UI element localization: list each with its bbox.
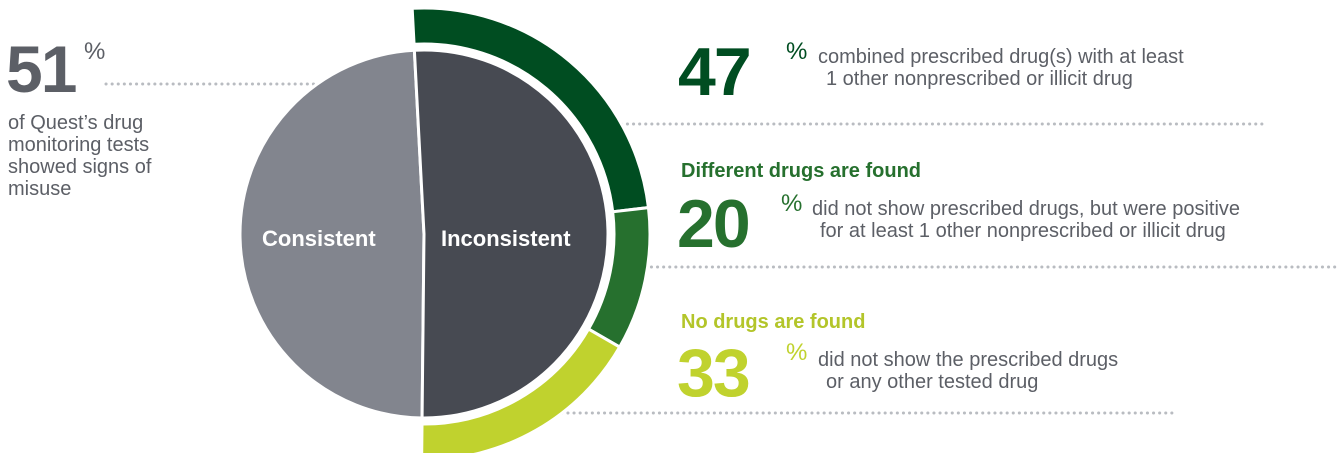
left-stat-line: misuse [8,178,72,200]
stat-unit: % [786,38,808,65]
stat-value: 47 [678,34,752,110]
stat-value: 20 [677,186,751,262]
slice-label-consistent: Consistent [262,226,376,251]
stat-line: or any other tested drug [826,371,1039,393]
left-stat-line: of Quest’s drug [8,112,144,134]
stat-text: did not show the prescribed drugs or any… [818,349,1318,393]
stat-heading: Different drugs are found [681,160,922,182]
left-stat-unit: % [84,38,106,65]
stat-line: did not show prescribed drugs, but were … [812,198,1241,220]
stat-line: for at least 1 other nonprescribed or il… [820,220,1226,242]
ring-segment-33 [420,326,622,453]
inner-pie [238,48,610,420]
stat-unit: % [786,339,808,366]
stat-line: 1 other nonprescribed or illicit drug [826,68,1133,90]
left-stat-text: of Quest’s drug monitoring tests showed … [8,112,208,200]
outer-ring [410,6,652,453]
left-stat-line: monitoring tests [8,134,150,156]
stat-line: combined prescribed drug(s) with at leas… [818,46,1184,68]
slice-label-inconsistent: Inconsistent [441,226,571,251]
stat-text: combined prescribed drug(s) with at leas… [818,46,1338,90]
left-stat-value: 51 [6,32,77,106]
stat-line: did not show the prescribed drugs [818,349,1119,371]
stat-value: 33 [677,335,751,411]
left-stat-line: showed signs of [8,156,152,178]
stat-text: did not show prescribed drugs, but were … [812,198,1342,242]
pie-slice-inconsistent [412,48,610,420]
stat-unit: % [781,190,803,217]
stat-heading: No drugs are found [681,311,866,333]
pie-slice-consistent [238,48,426,420]
dotted-leader-lines [104,82,1342,415]
